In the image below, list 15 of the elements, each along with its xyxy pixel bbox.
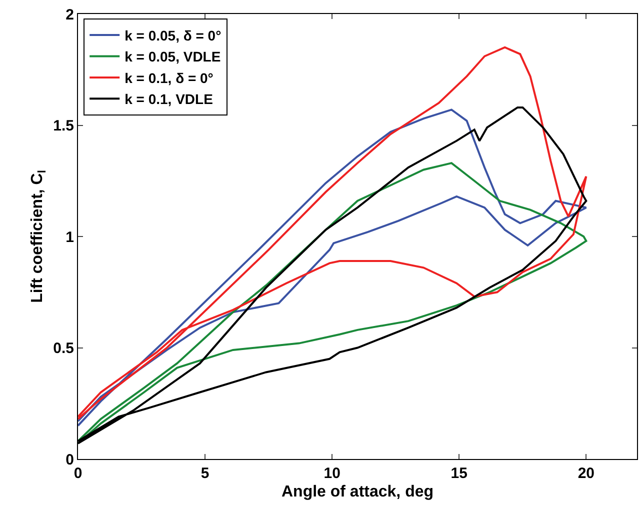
legend-label: k = 0.1, VDLE bbox=[124, 91, 213, 108]
x-tick-label: 5 bbox=[200, 465, 210, 482]
legend-label: k = 0.05, δ = 0° bbox=[124, 28, 222, 44]
y-tick-label: 2 bbox=[66, 6, 74, 24]
y-tick-label: 0 bbox=[66, 451, 74, 468]
x-tick-label: 15 bbox=[450, 465, 468, 482]
y-tick-label: 1.5 bbox=[53, 118, 74, 134]
legend-label: k = 0.1, δ = 0° bbox=[124, 70, 214, 86]
y-tick-label: 0.5 bbox=[53, 340, 74, 357]
legend-label: k = 0.05, VDLE bbox=[124, 48, 221, 65]
x-tick-label: 10 bbox=[324, 465, 340, 482]
x-tick-label: 20 bbox=[578, 465, 595, 482]
x-axis-title: Angle of attack, deg bbox=[281, 484, 434, 501]
line-series bbox=[78, 46, 588, 420]
y-tick-label: 1 bbox=[66, 228, 74, 246]
